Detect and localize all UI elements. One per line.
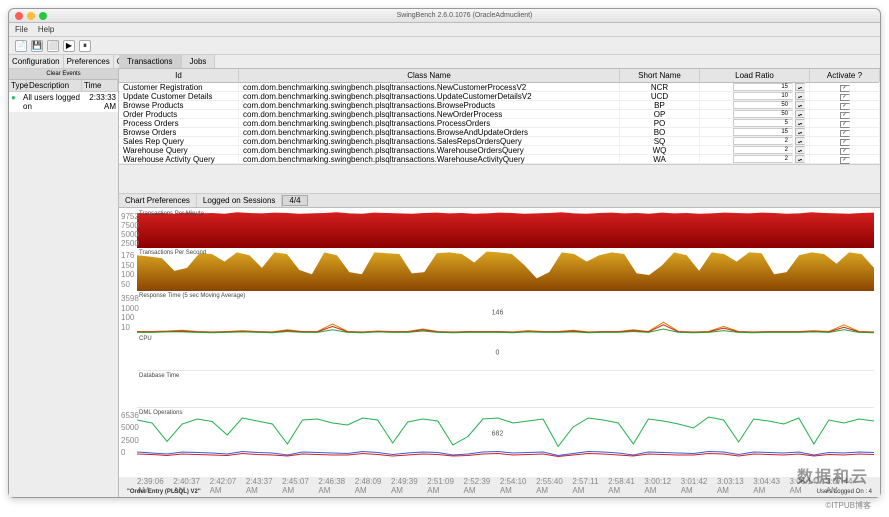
table-row[interactable]: Warehouse Activity Querycom.dom.benchmar… xyxy=(119,155,880,164)
col-desc: Description xyxy=(27,80,82,91)
toolbar-btn-2[interactable]: ⬜ xyxy=(47,40,59,52)
footer-config: "Order Entry (PLSQL) V2" xyxy=(119,487,209,497)
hdr-id: Id xyxy=(119,69,239,82)
hdr-class: Class Name xyxy=(239,69,620,82)
chart-4: Database Time xyxy=(121,372,874,408)
charts-area: 9752750050002500Transactions Per Minute1… xyxy=(119,208,880,477)
toolbar-btn-3[interactable]: ▶ xyxy=(63,40,75,52)
minimize-icon[interactable] xyxy=(27,12,35,20)
spinner-icon[interactable]: ▴▾ xyxy=(795,92,805,100)
toolbar-btn-4[interactable]: ⏸ xyxy=(79,40,91,52)
session-counter: 4/4 xyxy=(282,195,307,206)
tab-transactions[interactable]: Transactions xyxy=(119,55,182,68)
tab-chart-prefs[interactable]: Chart Preferences xyxy=(119,194,197,207)
sidebar-tab-configuration[interactable]: Configuration xyxy=(9,55,64,68)
menubar: File Help xyxy=(9,23,880,37)
toolbar-btn-0[interactable]: 📄 xyxy=(15,40,27,52)
traffic-lights xyxy=(15,12,47,20)
x-axis: 2:39:06 AM2:40:37 AM2:42:07 AM2:43:37 AM… xyxy=(119,477,880,487)
sidebar: ConfigurationPreferencesOutputEvents Cle… xyxy=(9,55,119,497)
spinner-icon[interactable]: ▴▾ xyxy=(795,83,805,91)
menu-file[interactable]: File xyxy=(15,25,28,34)
table-header: Id Class Name Short Name Load Ratio Acti… xyxy=(119,69,880,83)
sidebar-tab-preferences[interactable]: Preferences xyxy=(64,55,114,68)
toolbar-btn-1[interactable]: 💾 xyxy=(31,40,43,52)
spinner-icon[interactable]: ▴▾ xyxy=(795,128,805,136)
chart-1: 17615010050Transactions Per Second xyxy=(121,249,874,291)
titlebar: SwingBench 2.6.0.1076 (OracleAdmuclient) xyxy=(9,9,880,23)
close-icon[interactable] xyxy=(15,12,23,20)
watermark: 数据和云 xyxy=(797,463,869,487)
sidebar-tabs: ConfigurationPreferencesOutputEvents xyxy=(9,55,118,69)
footer-logged: Users Logged On : 4 xyxy=(809,487,880,497)
chart-5: 6536500025000DML Operations682 xyxy=(121,409,874,459)
chart-0: 9752750050002500Transactions Per Minute xyxy=(121,210,874,248)
spinner-icon[interactable]: ▴▾ xyxy=(795,101,805,109)
maximize-icon[interactable] xyxy=(39,12,47,20)
spinner-icon[interactable]: ▴▾ xyxy=(795,137,805,145)
credit: ©ITPUB博客 xyxy=(826,500,871,511)
hdr-activate: Activate ? xyxy=(810,69,880,82)
spinner-icon[interactable]: ▴▾ xyxy=(795,155,805,163)
chart-3: CPU0 xyxy=(121,335,874,371)
app-window: SwingBench 2.6.0.1076 (OracleAdmuclient)… xyxy=(8,8,881,498)
content-tabs: TransactionsJobs xyxy=(119,55,880,69)
toolbar: 📄 💾 ⬜ ▶ ⏸ xyxy=(9,37,880,55)
sidebar-header[interactable]: Clear Events xyxy=(9,69,118,80)
main-area: ConfigurationPreferencesOutputEvents Cle… xyxy=(9,55,880,497)
tab-jobs[interactable]: Jobs xyxy=(182,55,216,68)
col-time: Time xyxy=(82,80,118,91)
col-type: Type xyxy=(9,80,27,91)
chart-2: 3598100010010Response Time (5 sec Moving… xyxy=(121,292,874,334)
event-row[interactable]: ●All users logged on2:33:33 AM xyxy=(9,92,118,113)
checkbox[interactable]: ✓ xyxy=(840,157,850,164)
menu-help[interactable]: Help xyxy=(38,25,54,34)
hdr-short: Short Name xyxy=(620,69,700,82)
hdr-load: Load Ratio xyxy=(700,69,810,82)
table-spacer xyxy=(119,164,880,194)
window-title: SwingBench 2.6.0.1076 (OracleAdmuclient) xyxy=(55,12,874,19)
spinner-icon[interactable]: ▴▾ xyxy=(795,119,805,127)
chart-tabs: Chart Preferences Logged on Sessions 4/4 xyxy=(119,194,880,208)
spinner-icon[interactable]: ▴▾ xyxy=(795,146,805,154)
content: TransactionsJobs Id Class Name Short Nam… xyxy=(119,55,880,497)
sidebar-columns: Type Description Time xyxy=(9,80,118,92)
tab-logged-sessions[interactable]: Logged on Sessions xyxy=(197,194,283,207)
spinner-icon[interactable]: ▴▾ xyxy=(795,110,805,118)
